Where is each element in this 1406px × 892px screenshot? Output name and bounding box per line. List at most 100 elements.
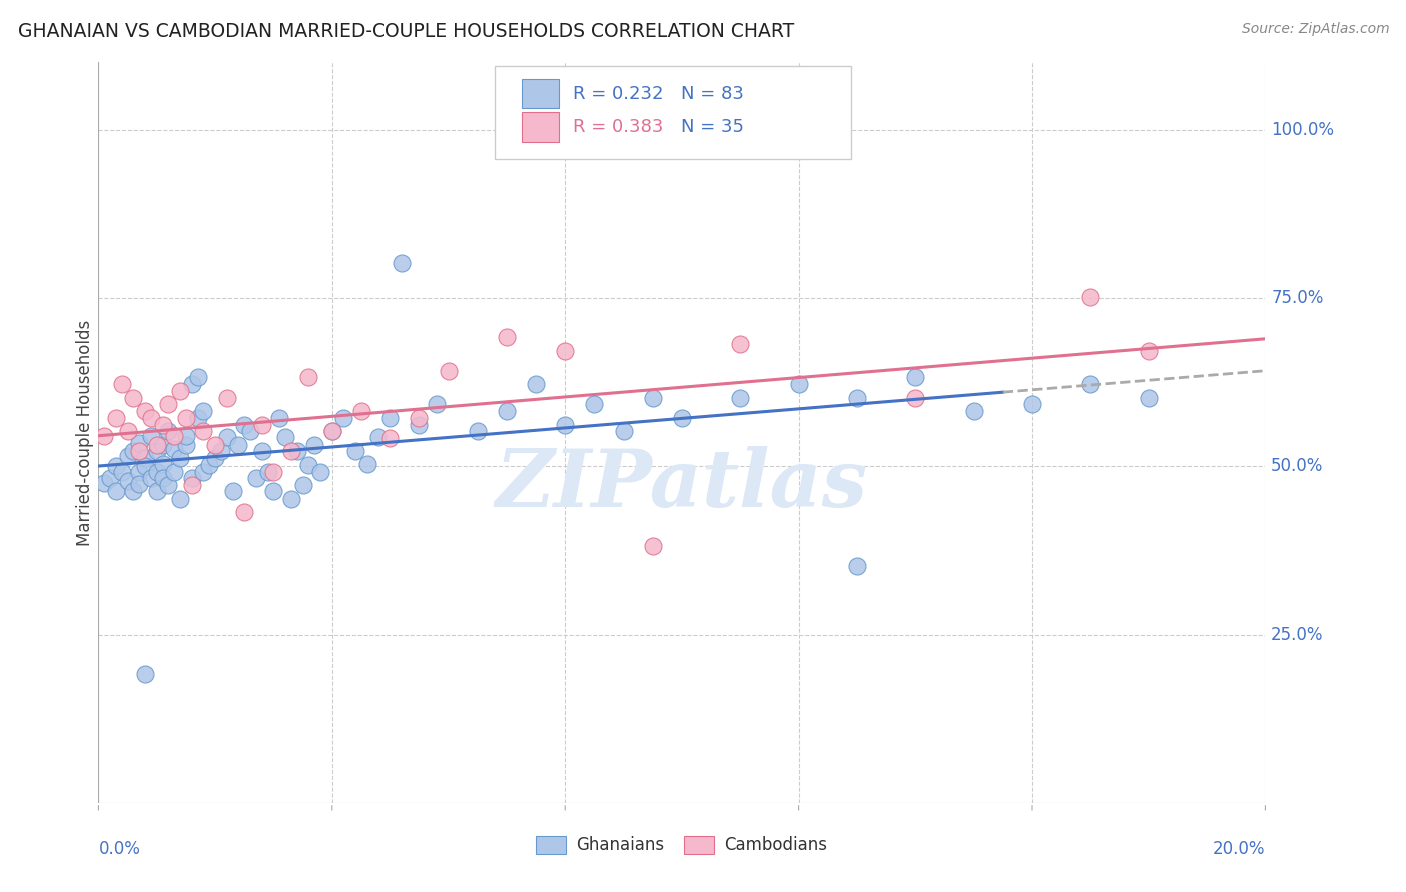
Point (344, 443, 367, 458)
Point (104, 459, 127, 474)
Point (215, 391, 238, 405)
Point (134, 404, 156, 418)
Point (1080, 377, 1102, 392)
Text: R = 0.383: R = 0.383 (574, 118, 664, 136)
Text: 0.0%: 0.0% (98, 840, 141, 858)
Point (846, 558, 869, 573)
Point (904, 391, 927, 405)
Point (846, 391, 869, 405)
Point (146, 484, 169, 499)
Point (280, 491, 302, 506)
Point (146, 438, 169, 452)
Point (174, 438, 197, 452)
Text: 75.0%: 75.0% (1271, 289, 1323, 307)
Point (332, 410, 354, 425)
Point (583, 397, 606, 411)
Text: GHANAIAN VS CAMBODIAN MARRIED-COUPLE HOUSEHOLDS CORRELATION CHART: GHANAIAN VS CAMBODIAN MARRIED-COUPLE HOU… (18, 22, 794, 41)
Point (104, 484, 127, 499)
Point (215, 430, 238, 444)
Point (787, 377, 810, 392)
Text: N = 83: N = 83 (681, 85, 744, 103)
Point (157, 424, 180, 438)
Point (269, 410, 291, 425)
Point (321, 424, 343, 438)
Point (117, 424, 139, 438)
Point (139, 471, 162, 485)
Point (321, 424, 343, 438)
Point (174, 410, 197, 425)
Point (496, 404, 519, 418)
Text: Source: ZipAtlas.com: Source: ZipAtlas.com (1241, 22, 1389, 37)
Point (117, 474, 139, 488)
Point (163, 442, 186, 457)
Point (250, 444, 273, 458)
Point (554, 417, 576, 432)
Point (524, 377, 547, 392)
Point (554, 343, 576, 358)
Point (134, 459, 156, 474)
Point (128, 465, 150, 479)
Point (671, 410, 693, 425)
Point (1021, 397, 1043, 411)
Text: 100.0%: 100.0% (1271, 120, 1334, 139)
Point (904, 370, 927, 384)
Point (139, 410, 162, 425)
Text: N = 35: N = 35 (681, 118, 744, 136)
Point (128, 444, 150, 458)
Point (437, 364, 460, 378)
Point (641, 391, 664, 405)
Point (152, 438, 174, 452)
FancyBboxPatch shape (522, 78, 560, 108)
Point (297, 458, 319, 472)
Point (612, 424, 634, 438)
Point (98, 471, 121, 485)
Point (262, 484, 284, 499)
Text: 20.0%: 20.0% (1213, 840, 1265, 858)
Point (187, 410, 209, 425)
Point (169, 491, 191, 506)
Point (169, 451, 191, 466)
Point (93, 429, 115, 443)
Point (367, 430, 389, 444)
Point (426, 397, 449, 411)
Point (309, 465, 332, 479)
Point (209, 443, 232, 458)
Point (128, 477, 150, 491)
Point (134, 451, 156, 466)
Point (157, 397, 180, 411)
Point (193, 465, 215, 479)
Point (408, 417, 430, 432)
Point (104, 410, 127, 425)
Point (146, 465, 169, 479)
Point (233, 505, 256, 519)
Point (163, 429, 186, 443)
Point (122, 484, 145, 499)
Point (256, 465, 278, 479)
Point (128, 435, 150, 450)
Text: 25.0%: 25.0% (1271, 625, 1323, 643)
Point (169, 384, 191, 398)
Point (111, 377, 134, 392)
Point (204, 438, 226, 452)
Point (391, 256, 413, 270)
Point (163, 465, 186, 479)
Point (111, 465, 134, 479)
Point (122, 444, 145, 458)
Point (228, 438, 250, 452)
Point (1080, 290, 1102, 304)
Point (350, 404, 373, 418)
Point (233, 417, 256, 432)
Point (204, 450, 226, 465)
Text: R = 0.232: R = 0.232 (574, 85, 664, 103)
Point (221, 484, 243, 499)
Point (262, 465, 284, 479)
Point (641, 539, 664, 553)
Point (408, 410, 430, 425)
Point (274, 430, 297, 444)
Point (193, 404, 215, 418)
Point (180, 377, 202, 392)
Legend: Ghanaians, Cambodians: Ghanaians, Cambodians (530, 829, 834, 861)
Y-axis label: Married-couple Households: Married-couple Households (76, 319, 94, 546)
Point (304, 438, 326, 452)
Point (152, 417, 174, 432)
